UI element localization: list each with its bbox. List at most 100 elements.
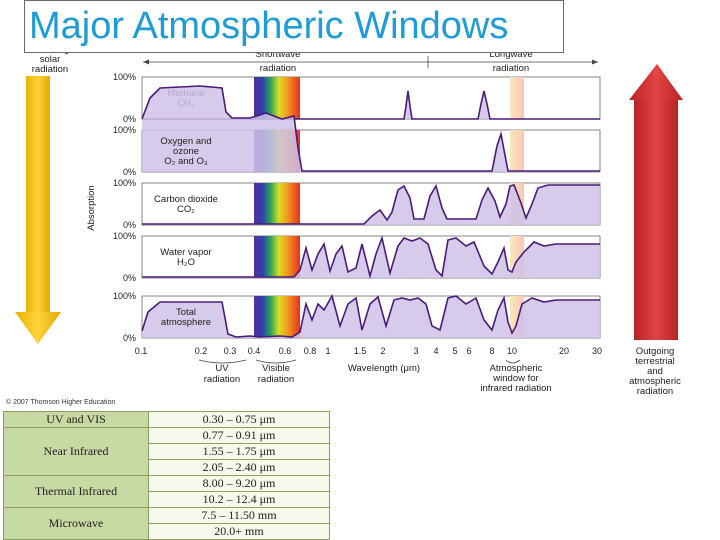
window-brace xyxy=(505,359,521,364)
uv-brace xyxy=(198,359,247,364)
outgoing-label-1: Outgoing xyxy=(636,346,675,357)
absorption-curve xyxy=(141,293,600,338)
y-axis-label: Absorption xyxy=(86,185,97,230)
panel-gas-label: Carbon dioxide xyxy=(154,194,218,205)
panel-gas-label: CO₂ xyxy=(177,204,195,215)
outgoing-radiation-arrow xyxy=(629,64,683,340)
panel-gas-label: O₂ and O₃ xyxy=(164,156,208,167)
absorption-curve xyxy=(141,85,600,172)
pct-0-label: 0% xyxy=(123,333,136,343)
absorption-area xyxy=(142,86,600,172)
x-tick-0.2: 0.2 xyxy=(195,346,208,356)
table-row: Thermal Infrared 8.00 – 9.20 μm xyxy=(3,475,330,508)
title-box: Major Atmospheric Windows xyxy=(24,0,564,53)
shortwave-label-2: radiation xyxy=(260,63,296,74)
outgoing-label-2: terrestrial xyxy=(635,356,675,367)
visible-label-1: Visible xyxy=(262,363,290,374)
absorption-curve xyxy=(142,90,600,120)
longwave-label-1: Longwave xyxy=(489,49,532,60)
longwave-label-2: radiation xyxy=(493,63,529,74)
panel-gas-label: ozone xyxy=(173,146,199,157)
window-label-2: window for xyxy=(492,373,538,384)
visible-brace xyxy=(255,359,297,364)
band-range: 20.0+ mm xyxy=(148,523,330,540)
x-tick-3: 3 xyxy=(413,346,418,356)
x-tick-8: 8 xyxy=(489,346,494,356)
x-tick-6: 6 xyxy=(466,346,471,356)
band-range: 0.30 – 0.75 μm xyxy=(148,411,330,428)
x-axis-label: Wavelength (μm) xyxy=(348,363,420,374)
pct-100-label: 100% xyxy=(113,291,136,301)
wave-range-arrows xyxy=(143,56,598,68)
pct-0-label: 0% xyxy=(123,167,136,177)
ir-window-band xyxy=(510,77,524,119)
visible-spectrum-band xyxy=(254,296,300,338)
x-tick-0.1: 0.1 xyxy=(135,346,148,356)
x-tick-10: 10 xyxy=(507,346,517,356)
table-row: Microwave 7.5 – 11.50 mm xyxy=(3,507,330,540)
incoming-label-2: solar xyxy=(40,54,61,65)
table-row: 20.0+ mm xyxy=(4,523,330,540)
absorption-area xyxy=(142,185,600,225)
outgoing-label-5: radiation xyxy=(637,386,673,397)
pct-100-label: 100% xyxy=(113,231,136,241)
window-label-3: infrared radiation xyxy=(480,383,551,394)
band-range: 10.2 – 12.4 μm xyxy=(148,491,330,508)
pct-0-label: 0% xyxy=(123,220,136,230)
x-tick-30: 30 xyxy=(592,346,602,356)
panel-gas-label: atmosphere xyxy=(161,317,211,328)
uv-label-1: UV xyxy=(215,363,229,374)
x-tick-5: 5 xyxy=(452,346,457,356)
shortwave-label-1: Shortwave xyxy=(256,49,301,60)
visible-spectrum-band xyxy=(254,77,300,119)
x-tick-0.4: 0.4 xyxy=(248,346,261,356)
x-tick-0.6: 0.6 xyxy=(279,346,292,356)
absorption-curve xyxy=(142,235,600,280)
x-tick-4: 4 xyxy=(433,346,438,356)
outgoing-label-4: atmospheric xyxy=(629,376,681,387)
band-range: 0.77 – 0.91 μm xyxy=(148,427,330,444)
panel-gas-label: Total xyxy=(176,307,196,318)
panel-gas-label: Oxygen and xyxy=(160,136,211,147)
band-range: 2.05 – 2.40 μm xyxy=(148,459,330,476)
outgoing-label-3: and xyxy=(647,366,663,377)
panels-group: 100%0%MethaneCH₄100%0%Oxygen andozoneO₂ … xyxy=(113,72,601,343)
bands-table: UV and VIS 0.30 – 0.75 μm Near Infrared … xyxy=(3,411,330,540)
panel-gas-label: Water vapor xyxy=(160,247,211,258)
x-tick-20: 20 xyxy=(559,346,569,356)
window-label-1: Atmospheric xyxy=(490,363,543,374)
copyright-text: © 2007 Thomson Higher Education xyxy=(6,399,116,406)
pct-100-label: 100% xyxy=(113,178,136,188)
panel-gas-label: H₂O xyxy=(177,257,195,268)
x-tick-0.3: 0.3 xyxy=(224,346,237,356)
table-row: UV and VIS 0.30 – 0.75 μm xyxy=(3,411,330,428)
band-name: Near Infrared xyxy=(3,427,149,476)
table-row: 10.2 – 12.4 μm xyxy=(4,491,330,508)
x-axis: 0.1 0.2 0.3 0.4 0.6 0.8 1 1.5 2 3 4 5 6 … xyxy=(135,346,602,356)
x-tick-2: 2 xyxy=(380,346,385,356)
page-title: Major Atmospheric Windows xyxy=(29,5,509,47)
visible-label-2: radiation xyxy=(258,374,294,385)
visible-spectrum-band xyxy=(254,183,300,225)
band-name: Microwave xyxy=(3,507,149,540)
pct-0-label: 0% xyxy=(123,114,136,124)
x-tick-0.8: 0.8 xyxy=(304,346,317,356)
incoming-label-3: radiation xyxy=(32,64,68,75)
uv-label-2: radiation xyxy=(204,374,240,385)
pct-0-label: 0% xyxy=(123,273,136,283)
absorption-area xyxy=(142,296,600,338)
band-range: 8.00 – 9.20 μm xyxy=(148,475,330,492)
band-range: 1.55 – 1.75 μm xyxy=(148,443,330,460)
pct-100-label: 100% xyxy=(113,72,136,82)
x-tick-1.5: 1.5 xyxy=(354,346,367,356)
x-tick-1: 1 xyxy=(325,346,330,356)
pct-100-label: 100% xyxy=(113,125,136,135)
absorption-figure: Incoming solar radiation Outgoing terres… xyxy=(15,44,683,397)
table-row: 2.05 – 2.40 μm xyxy=(4,459,330,476)
band-name: UV and VIS xyxy=(3,411,149,428)
absorption-curve xyxy=(142,183,600,225)
